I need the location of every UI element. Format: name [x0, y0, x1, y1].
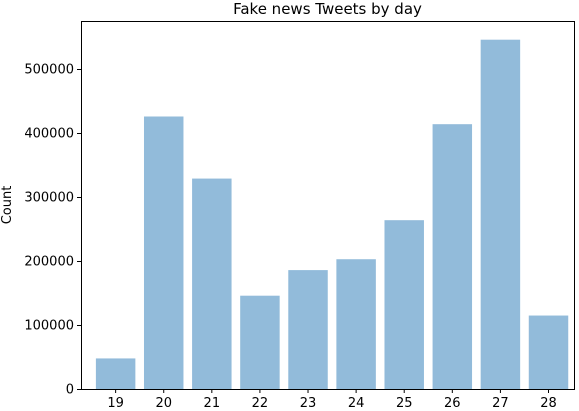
y-axis-label: Count: [0, 186, 15, 225]
y-tick-label: 500000: [24, 63, 74, 78]
y-tick-label: 0: [66, 383, 74, 398]
x-tick-label: 20: [155, 396, 172, 411]
bar-21: [192, 178, 232, 390]
bar-19: [95, 358, 136, 390]
bar-28: [528, 315, 569, 390]
y-axis-ticks: 0 100000 200000 300000 400000 500000: [24, 63, 81, 398]
x-axis-ticks: 19 20 21 22 23 24 25 26 27 28: [107, 389, 557, 411]
x-tick-label: 19: [107, 396, 124, 411]
bar-25: [384, 220, 424, 390]
bar-27: [480, 39, 521, 390]
x-tick-label: 27: [492, 396, 509, 411]
y-tick-label: 400000: [24, 127, 74, 142]
x-tick-label: 24: [348, 396, 365, 411]
bars-group: [95, 39, 569, 390]
bar-20: [143, 116, 184, 390]
x-tick-label: 26: [444, 396, 461, 411]
plot-frame: [81, 21, 575, 390]
chart-title: Fake news Tweets by day: [233, 0, 422, 18]
bar-24: [336, 259, 376, 390]
y-tick-label: 300000: [24, 191, 74, 206]
x-tick-label: 28: [540, 396, 557, 411]
x-tick-label: 22: [252, 396, 269, 411]
bar-26: [432, 124, 473, 390]
x-tick-label: 23: [300, 396, 317, 411]
y-tick-label: 200000: [24, 255, 74, 270]
bar-23: [288, 270, 328, 390]
x-tick-label: 25: [396, 396, 413, 411]
x-tick-label: 21: [204, 396, 221, 411]
y-tick-label: 100000: [24, 319, 74, 334]
bar-22: [240, 295, 280, 390]
